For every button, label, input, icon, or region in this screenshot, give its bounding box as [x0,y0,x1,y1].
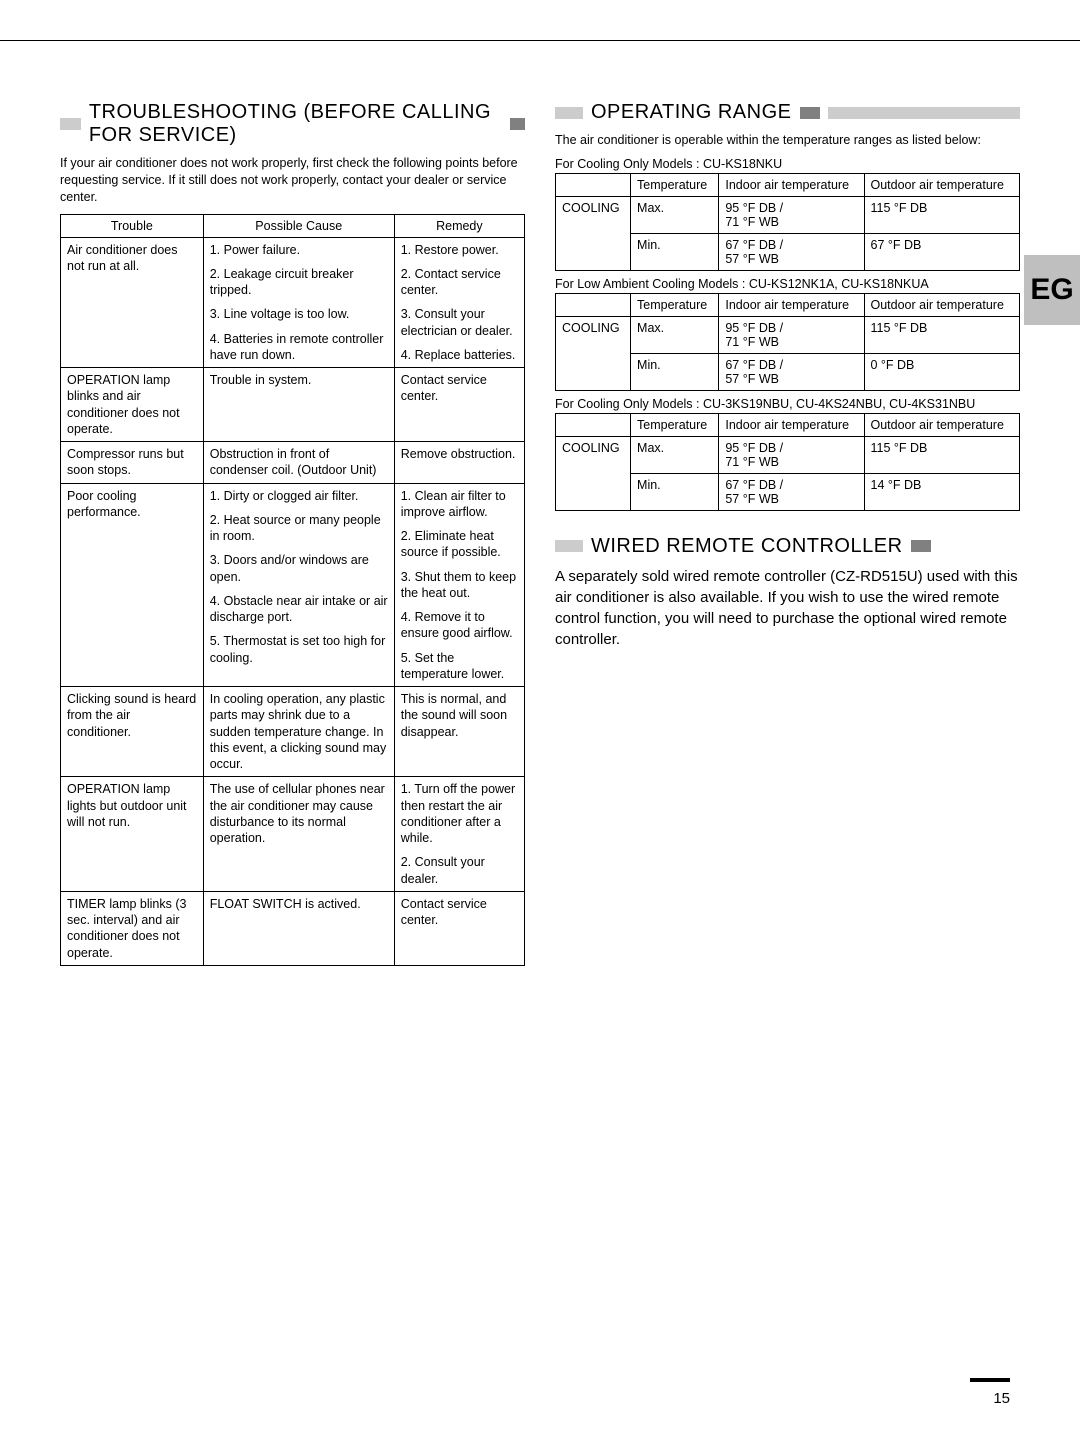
heading-bar-icon [800,107,820,119]
operating-range-intro: The air conditioner is operable within t… [555,132,1020,149]
cell-value: 67 °F DB [864,233,1020,270]
op-table-caption: For Cooling Only Models : CU-3KS19NBU, C… [555,397,1020,411]
cell-mode: COOLING [556,196,631,270]
op-col-header: Outdoor air temperature [864,413,1020,436]
heading-bar-icon [510,118,525,130]
table-row: Compressor runs but soon stops.Obstructi… [61,442,525,484]
operating-range-table: TemperatureIndoor air temperatureOutdoor… [555,173,1020,271]
language-tab: EG [1024,255,1080,325]
op-table-caption: For Low Ambient Cooling Models : CU-KS12… [555,277,1020,291]
troubleshooting-intro: If your air conditioner does not work pr… [60,155,525,206]
cell-value: 95 °F DB /71 °F WB [719,436,864,473]
op-col-header: Indoor air temperature [719,293,864,316]
op-col-header: Indoor air temperature [719,173,864,196]
op-col-header: Outdoor air temperature [864,293,1020,316]
cell-cause: Trouble in system. [203,368,394,442]
cell-remedy: This is normal, and the sound will soon … [394,687,524,777]
cell-value: 115 °F DB [864,196,1020,233]
cell-value: 14 °F DB [864,473,1020,510]
heading-bar-icon [555,540,583,552]
cell-cause: 1. Power failure.2. Leakage circuit brea… [203,237,394,368]
cell-value: Min. [631,233,719,270]
heading-bar-icon [828,107,1021,119]
cell-trouble: Compressor runs but soon stops. [61,442,204,484]
table-row: TIMER lamp blinks (3 sec. interval) and … [61,891,525,965]
cell-value: 115 °F DB [864,436,1020,473]
heading-bar-icon [555,107,583,119]
col-cause: Possible Cause [203,214,394,237]
cell-cause: FLOAT SWITCH is actived. [203,891,394,965]
cell-value: 67 °F DB /57 °F WB [719,473,864,510]
heading-bar-icon [60,118,81,130]
cell-remedy: Contact service center. [394,891,524,965]
op-col-header: Indoor air temperature [719,413,864,436]
cell-cause: The use of cellular phones near the air … [203,777,394,892]
language-tab-label: EG [1030,273,1073,307]
cell-value: 67 °F DB /57 °F WB [719,233,864,270]
cell-trouble: OPERATION lamp lights but outdoor unit w… [61,777,204,892]
op-table-caption: For Cooling Only Models : CU-KS18NKU [555,157,1020,171]
op-col-header [556,173,631,196]
troubleshooting-heading: TROUBLESHOOTING (BEFORE CALLING FOR SERV… [89,101,502,147]
op-col-header: Temperature [631,413,719,436]
cell-remedy: 1. Restore power.2. Contact service cent… [394,237,524,368]
cell-trouble: TIMER lamp blinks (3 sec. interval) and … [61,891,204,965]
op-col-header [556,293,631,316]
cell-value: Max. [631,316,719,353]
operating-range-heading: OPERATING RANGE [591,101,792,124]
cell-value: Min. [631,353,719,390]
heading-bar-icon [911,540,931,552]
page-number-bar-icon [970,1378,1010,1382]
cell-cause: In cooling operation, any plastic parts … [203,687,394,777]
troubleshooting-section: TROUBLESHOOTING (BEFORE CALLING FOR SERV… [60,101,525,966]
cell-remedy: 1. Turn off the power then restart the a… [394,777,524,892]
page-number: 15 [993,1390,1010,1407]
table-row: OPERATION lamp blinks and air conditione… [61,368,525,442]
cell-value: 115 °F DB [864,316,1020,353]
cell-mode: COOLING [556,316,631,390]
manual-page: TROUBLESHOOTING (BEFORE CALLING FOR SERV… [0,40,1080,1006]
op-col-header: Temperature [631,293,719,316]
cell-value: 95 °F DB /71 °F WB [719,316,864,353]
cell-value: 95 °F DB /71 °F WB [719,196,864,233]
table-row: Clicking sound is heard from the air con… [61,687,525,777]
cell-remedy: 1. Clean air filter to improve airflow.2… [394,483,524,687]
operating-range-table: TemperatureIndoor air temperatureOutdoor… [555,413,1020,511]
cell-mode: COOLING [556,436,631,510]
troubleshooting-table: Trouble Possible Cause Remedy Air condit… [60,214,525,966]
op-col-header: Temperature [631,173,719,196]
table-row: Poor cooling performance.1. Dirty or clo… [61,483,525,687]
cell-remedy: Contact service center. [394,368,524,442]
wired-remote-text: A separately sold wired remote controlle… [555,566,1020,650]
op-col-header [556,413,631,436]
cell-cause: 1. Dirty or clogged air filter.2. Heat s… [203,483,394,687]
cell-value: Min. [631,473,719,510]
cell-trouble: OPERATION lamp blinks and air conditione… [61,368,204,442]
cell-cause: Obstruction in front of condenser coil. … [203,442,394,484]
table-row: OPERATION lamp lights but outdoor unit w… [61,777,525,892]
table-row: COOLINGMax.95 °F DB /71 °F WB115 °F DB [556,196,1020,233]
cell-trouble: Air conditioner does not run at all. [61,237,204,368]
cell-value: 0 °F DB [864,353,1020,390]
cell-remedy: Remove obstruction. [394,442,524,484]
wired-remote-section: WIRED REMOTE CONTROLLER A separately sol… [555,535,1020,650]
cell-trouble: Clicking sound is heard from the air con… [61,687,204,777]
operating-range-table: TemperatureIndoor air temperatureOutdoor… [555,293,1020,391]
cell-value: 67 °F DB /57 °F WB [719,353,864,390]
col-remedy: Remedy [394,214,524,237]
op-col-header: Outdoor air temperature [864,173,1020,196]
table-row: COOLINGMax.95 °F DB /71 °F WB115 °F DB [556,436,1020,473]
wired-remote-heading: WIRED REMOTE CONTROLLER [591,535,903,558]
table-row: COOLINGMax.95 °F DB /71 °F WB115 °F DB [556,316,1020,353]
cell-value: Max. [631,436,719,473]
operating-range-section: OPERATING RANGE The air conditioner is o… [555,101,1020,511]
col-trouble: Trouble [61,214,204,237]
cell-trouble: Poor cooling performance. [61,483,204,687]
cell-value: Max. [631,196,719,233]
table-row: Air conditioner does not run at all.1. P… [61,237,525,368]
